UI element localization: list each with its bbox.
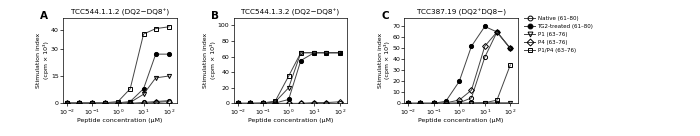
X-axis label: Peptide concentration (μM): Peptide concentration (μM) — [248, 118, 333, 123]
Title: TCC544.1.3.2 (DQ2−DQ8⁺): TCC544.1.3.2 (DQ2−DQ8⁺) — [241, 9, 340, 16]
Y-axis label: Stimulation index
(cpm × 10³): Stimulation index (cpm × 10³) — [377, 33, 390, 88]
Legend: Native (61–80), TG2-treated (61–80), P1 (63–76), P4 (63–76), P1/P4 (63–76): Native (61–80), TG2-treated (61–80), P1 … — [524, 16, 594, 53]
Y-axis label: Stimulation index
(cpm × 10³): Stimulation index (cpm × 10³) — [203, 33, 216, 88]
X-axis label: Peptide concentration (μM): Peptide concentration (μM) — [419, 118, 504, 123]
Text: A: A — [41, 11, 48, 21]
X-axis label: Peptide concentration (μM): Peptide concentration (μM) — [77, 118, 162, 123]
Title: TCC544.1.1.2 (DQ2−DQ8⁺): TCC544.1.1.2 (DQ2−DQ8⁺) — [71, 9, 169, 16]
Title: TCC387.19 (DQ2⁺DQ8−): TCC387.19 (DQ2⁺DQ8−) — [416, 9, 505, 16]
Y-axis label: Stimulation index
(cpm × 10³): Stimulation index (cpm × 10³) — [36, 33, 49, 88]
Text: B: B — [211, 11, 219, 21]
Text: C: C — [382, 11, 389, 21]
